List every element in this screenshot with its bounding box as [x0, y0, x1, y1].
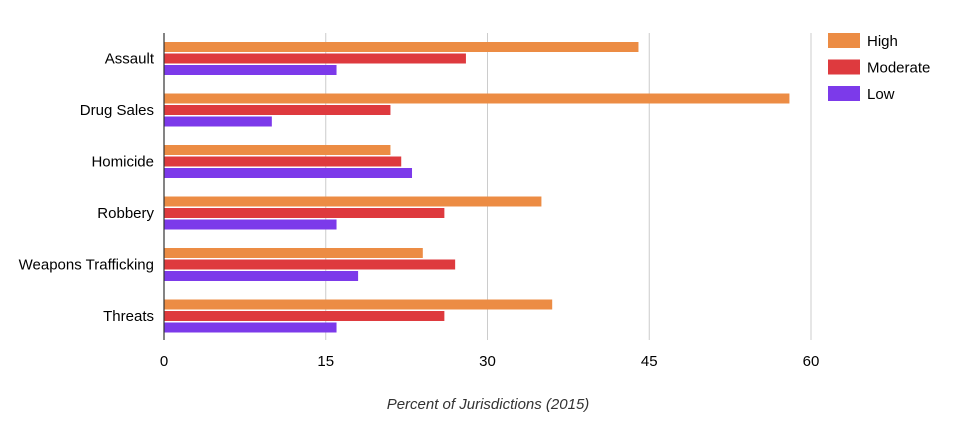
- bar-drug-sales-low: [164, 116, 272, 127]
- x-tick-label-45: 45: [641, 353, 658, 370]
- legend-swatch-low: [828, 86, 860, 101]
- category-label-assault: Assault: [105, 51, 155, 68]
- bar-weapons-trafficking-high: [164, 248, 423, 258]
- legend-swatch-moderate: [828, 59, 860, 75]
- bar-homicide-high: [164, 145, 391, 155]
- legend-label-moderate: Moderate: [867, 60, 930, 77]
- category-label-threats: Threats: [103, 308, 154, 325]
- bar-drug-sales-moderate: [164, 105, 391, 115]
- x-tick-label-0: 0: [160, 353, 168, 370]
- bar-threats-low: [164, 322, 337, 333]
- x-axis-title: Percent of Jurisdictions (2015): [387, 396, 590, 413]
- x-tick-label-60: 60: [803, 353, 820, 370]
- x-tick-label-15: 15: [317, 353, 334, 370]
- bar-threats-high: [164, 299, 553, 310]
- bar-weapons-trafficking-moderate: [164, 259, 456, 270]
- bar-assault-high: [164, 42, 639, 52]
- legend-label-high: High: [867, 33, 898, 50]
- category-label-weapons-trafficking: Weapons Trafficking: [19, 257, 154, 274]
- x-tick-labels: 0 15 30 45 60: [160, 353, 820, 370]
- bar-threats-moderate: [164, 311, 445, 321]
- bar-homicide-low: [164, 168, 413, 178]
- legend-label-low: Low: [867, 86, 895, 103]
- x-tick-label-30: 30: [479, 353, 496, 370]
- bars: [164, 42, 790, 333]
- category-labels: Assault Drug Sales Homicide Robbery Weapons …: [19, 51, 155, 326]
- bar-weapons-trafficking-low: [164, 271, 359, 281]
- bar-robbery-low: [164, 219, 337, 230]
- category-label-robbery: Robbery: [97, 205, 154, 222]
- bar-robbery-high: [164, 196, 542, 207]
- category-label-drug-sales: Drug Sales: [80, 102, 154, 119]
- bar-homicide-moderate: [164, 156, 402, 167]
- legend: High Moderate Low: [828, 33, 930, 103]
- bar-drug-sales-high: [164, 93, 790, 104]
- category-label-homicide: Homicide: [91, 154, 154, 171]
- bar-robbery-moderate: [164, 208, 445, 218]
- bar-assault-moderate: [164, 53, 466, 64]
- bar-assault-low: [164, 65, 337, 75]
- gridlines: [325, 33, 812, 340]
- legend-swatch-high: [828, 33, 860, 48]
